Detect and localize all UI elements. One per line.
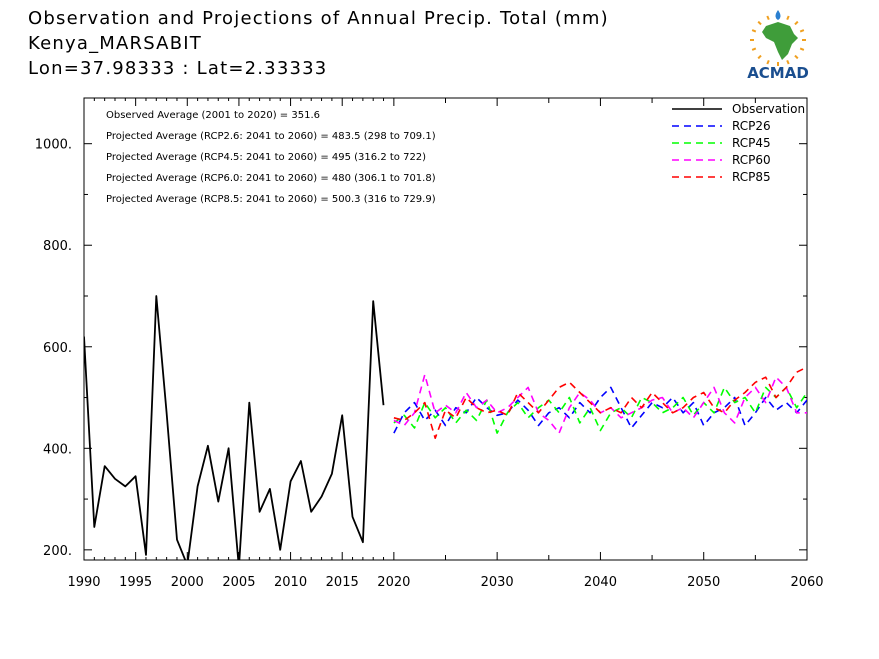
legend-label: RCP45 [732, 136, 771, 150]
annotation-text: Observed Average (2001 to 2020) = 351.6 [106, 110, 320, 121]
legend-label: RCP26 [732, 119, 771, 133]
x-tick-label: 2010 [274, 575, 307, 590]
annotation-text: Projected Average (RCP4.5: 2041 to 2060)… [106, 152, 426, 163]
x-tick-label: 1995 [119, 575, 152, 590]
x-tick-label: 2050 [687, 575, 720, 590]
legend-label: Observation [732, 102, 805, 116]
x-tick-label: 1990 [67, 575, 100, 590]
legend-label: RCP60 [732, 153, 771, 167]
y-tick-label: 1000. [35, 138, 72, 153]
annotation-text: Projected Average (RCP6.0: 2041 to 2060)… [106, 173, 436, 184]
acmad-logo: ACMAD [738, 8, 818, 84]
legend-label: RCP85 [732, 170, 771, 184]
coordinates-label: Lon=37.98333 : Lat=2.33333 [28, 58, 328, 79]
x-tick-label: 2040 [584, 575, 617, 590]
y-tick-label: 800. [43, 239, 72, 254]
x-tick-label: 2020 [377, 575, 410, 590]
annotation-text: Projected Average (RCP8.5: 2041 to 2060)… [106, 194, 436, 205]
series-observation-line [84, 295, 385, 560]
x-tick-label: 2060 [790, 575, 823, 590]
location-label: Kenya_MARSABIT [28, 33, 202, 54]
y-tick-label: 600. [43, 341, 72, 356]
series-rcp26-line [393, 386, 807, 434]
series-rcp85-line [393, 366, 807, 440]
x-tick-label: 2015 [326, 575, 359, 590]
y-tick-label: 400. [43, 442, 72, 457]
logo-text: ACMAD [747, 64, 809, 82]
series-rcp45-line [393, 386, 807, 434]
plot-frame [83, 97, 808, 561]
x-tick-label: 2005 [222, 575, 255, 590]
annotation-text: Projected Average (RCP2.6: 2041 to 2060)… [106, 131, 436, 142]
x-tick-label: 2030 [481, 575, 514, 590]
chart-title: Observation and Projections of Annual Pr… [28, 8, 609, 29]
x-tick-label: 2000 [171, 575, 204, 590]
y-tick-label: 200. [43, 544, 72, 559]
africa-logo-icon [750, 10, 806, 66]
